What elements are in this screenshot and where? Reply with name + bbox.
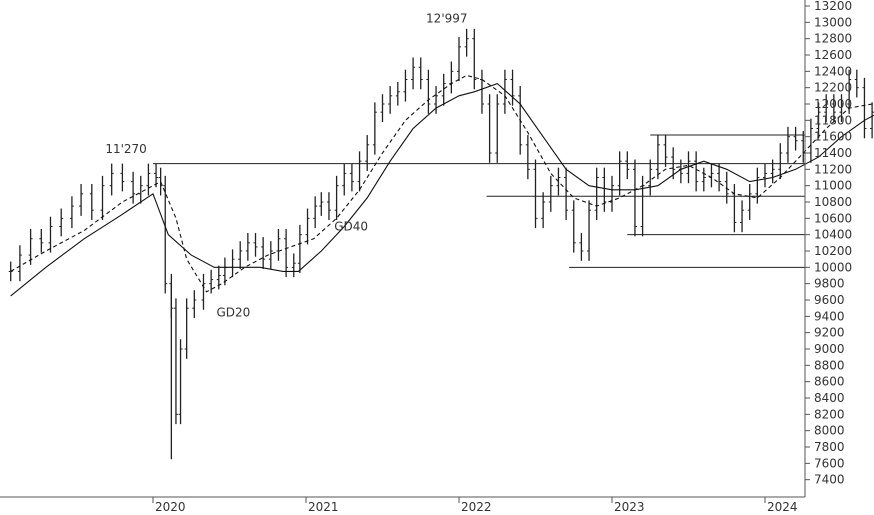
y-tick-label: 8400 [814,391,845,405]
y-tick-label: 11400 [814,146,852,160]
x-tick-label: 2020 [155,500,186,514]
x-tick-label: 2021 [308,500,339,514]
y-tick-label: 13200 [814,0,852,13]
y-tick-label: 12200 [814,81,852,95]
candlestick-series [8,28,874,460]
y-tick-label: 10400 [814,228,852,242]
y-tick-label: 8800 [814,358,845,372]
annotation-label: 11'270 [105,142,146,156]
y-tick-label: 7600 [814,456,845,470]
x-tick-label: 2024 [767,500,798,514]
y-tick-label: 13000 [814,15,852,29]
x-tick-label: 2022 [461,500,492,514]
y-tick-label: 12600 [814,48,852,62]
y-tick-label: 11000 [814,179,852,193]
y-tick-label: 12000 [814,97,852,111]
moving-average-line-gd20 [10,74,874,293]
y-tick-label: 9600 [814,293,845,307]
y-tick-label: 7400 [814,473,845,487]
moving-average-series [10,74,874,297]
y-tick-label: 12400 [814,64,852,78]
annotation-label: 12'997 [426,11,467,25]
y-tick-label: 9800 [814,277,845,291]
y-tick-label: 8000 [814,424,845,438]
y-tick-label: 10000 [814,260,852,274]
y-tick-label: 9200 [814,326,845,340]
y-tick-label: 10800 [814,195,852,209]
moving-average-line-gd40 [10,82,874,297]
y-tick-label: 12800 [814,32,852,46]
y-tick-label: 9000 [814,342,845,356]
x-tick-label: 2023 [614,500,645,514]
y-tick-label: 10600 [814,211,852,225]
y-tick-label: 9400 [814,309,845,323]
y-tick-label: 11600 [814,130,852,144]
annotation-label: GD40 [334,220,368,234]
y-tick-label: 8600 [814,375,845,389]
y-tick-label: 11200 [814,162,852,176]
horizontal-levels [153,134,805,268]
y-tick-label: 10200 [814,244,852,258]
y-tick-label: 11800 [814,113,852,127]
annotation-label: GD20 [216,305,250,319]
axes: 7400 7600 7800 8000 8200 8400 8600 8800 9000 9200… [0,0,852,514]
annotations: 11'270 12'997 GD40 GD20 [105,11,467,319]
y-tick-label: 8200 [814,407,845,421]
y-tick-label: 7800 [814,440,845,454]
